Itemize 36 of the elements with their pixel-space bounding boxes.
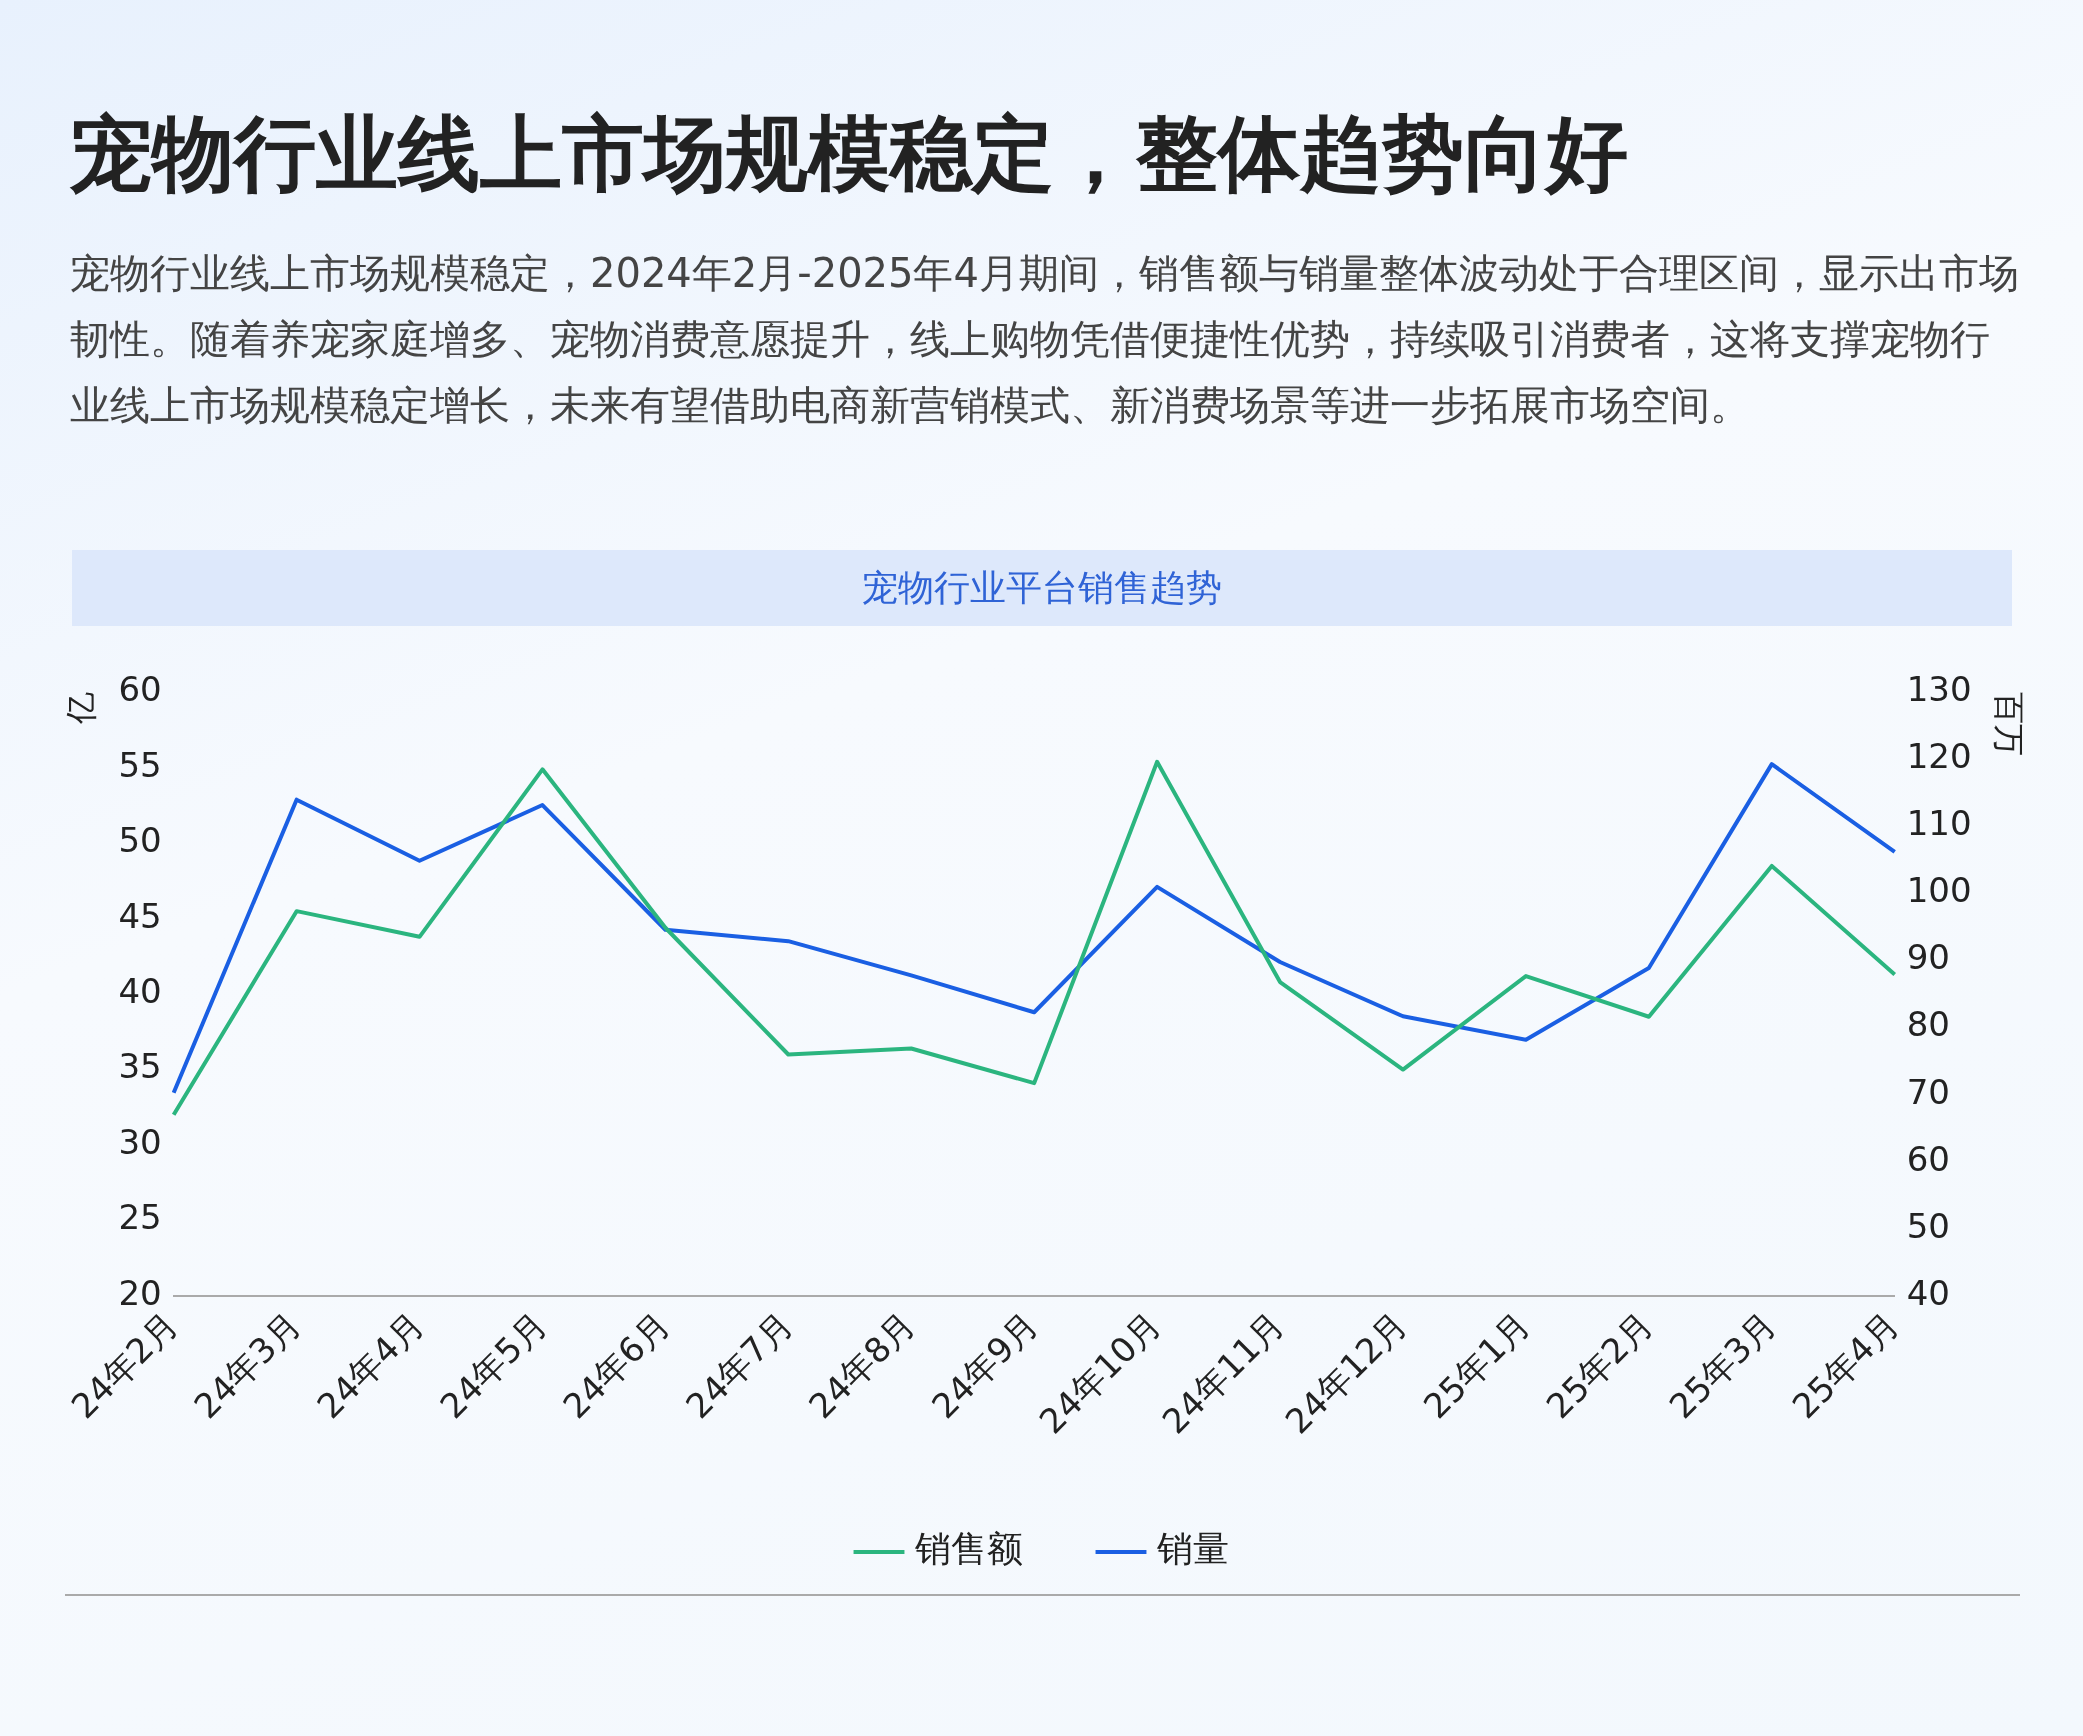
y-axis-title: 亿: [61, 692, 100, 726]
y2-tick-label: 40: [1906, 1272, 1950, 1313]
y2-tick-label: 120: [1906, 736, 1972, 777]
legend-label: 销售额: [914, 1528, 1023, 1570]
y-tick-label: 50: [118, 820, 162, 861]
x-tick-label: 24年3月: [186, 1303, 309, 1427]
x-tick-label: 24年7月: [677, 1303, 801, 1427]
y2-tick-label: 90: [1906, 937, 1950, 978]
y-tick-label: 60: [118, 669, 162, 710]
x-tick-label: 25年2月: [1538, 1303, 1661, 1427]
legend-label: 销量: [1156, 1528, 1229, 1570]
y-tick-label: 45: [118, 895, 162, 936]
chart-subtitle: 宠物行业线上市场规模稳定，2024年2月-2025年4月期间，销售额与销量整体波动处于合理区间，显示出市场韧性。随着养宠家庭增多、宠物消费意愿提升，线上购物凭借便捷性优势，持续吸引消费者，这将支撑宠物行业线上市场规模稳定增长，未来有望借助电商新营销模式、新消费场景等进一步拓展市场空间。: [70, 249, 2020, 430]
y2-tick-label: 110: [1906, 803, 1972, 844]
y2-tick-label: 50: [1906, 1205, 1950, 1246]
x-tick-label: 25年3月: [1661, 1303, 1784, 1427]
y-tick-label: 30: [118, 1121, 162, 1162]
y2-tick-label: 130: [1906, 669, 1972, 710]
x-tick-label: 24年8月: [800, 1303, 924, 1427]
y-tick-label: 20: [118, 1272, 162, 1313]
chart-title: 宠物行业线上市场规模稳定，整体趋势向好: [70, 105, 1628, 203]
y-tick-label: 40: [118, 970, 162, 1011]
y2-tick-label: 70: [1906, 1071, 1950, 1112]
x-tick-label: 25年1月: [1415, 1303, 1538, 1427]
x-tick-label: 24年4月: [309, 1303, 432, 1427]
y-tick-label: 35: [118, 1046, 162, 1087]
y-tick-label: 55: [118, 744, 162, 785]
y2-tick-label: 80: [1906, 1004, 1950, 1045]
x-tick-label: 25年4月: [1784, 1303, 1907, 1427]
x-tick-label: 24年5月: [432, 1303, 555, 1427]
text: 宠物行业平台销售趋势: [72, 550, 2012, 626]
x-tick-label: 24年6月: [555, 1303, 678, 1427]
y2-tick-label: 100: [1906, 870, 1972, 911]
y2-axis-title: 百万: [1990, 692, 2029, 757]
y2-tick-label: 60: [1906, 1138, 1950, 1179]
y-tick-label: 25: [118, 1197, 162, 1238]
